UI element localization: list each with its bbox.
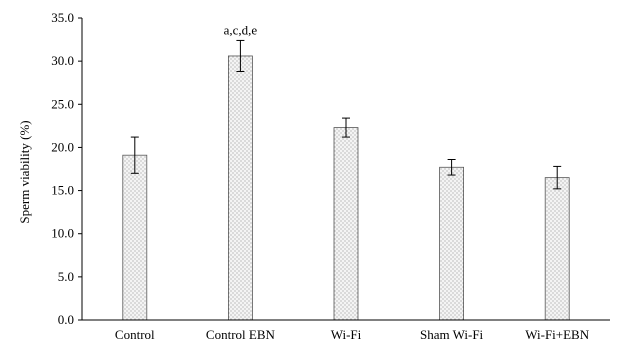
x-category-label: Control [115,327,155,342]
x-category-label: Control EBN [206,327,276,342]
bar [544,177,570,321]
bar [439,166,465,321]
y-tick-label: 10.0 [51,226,74,241]
x-axis-categories: Control Control EBN Wi-Fi Sham Wi-Fi Wi-Fi+E… [115,327,590,342]
bars: a,c,d,e [122,22,570,321]
y-tick-label: 30.0 [51,53,74,68]
significance-label: a,c,d,e [224,22,258,37]
y-tick-label: 20.0 [51,139,74,154]
x-category-label: Wi-Fi+EBN [525,327,589,342]
x-category-label: Sham Wi-Fi [420,327,484,342]
bar [333,127,359,321]
bar [227,55,253,321]
y-axis-ticks: 0.0 5.0 10.0 15.0 20.0 25.0 30.0 35.0 [51,10,82,327]
bar [122,154,148,321]
y-tick-label: 0.0 [58,312,74,327]
y-axis-label: Sperm viability (%) [17,120,32,223]
y-tick-label: 25.0 [51,96,74,111]
x-category-label: Wi-Fi [331,327,362,342]
y-tick-label: 35.0 [51,10,74,25]
y-tick-label: 5.0 [58,269,74,284]
y-tick-label: 15.0 [51,183,74,198]
